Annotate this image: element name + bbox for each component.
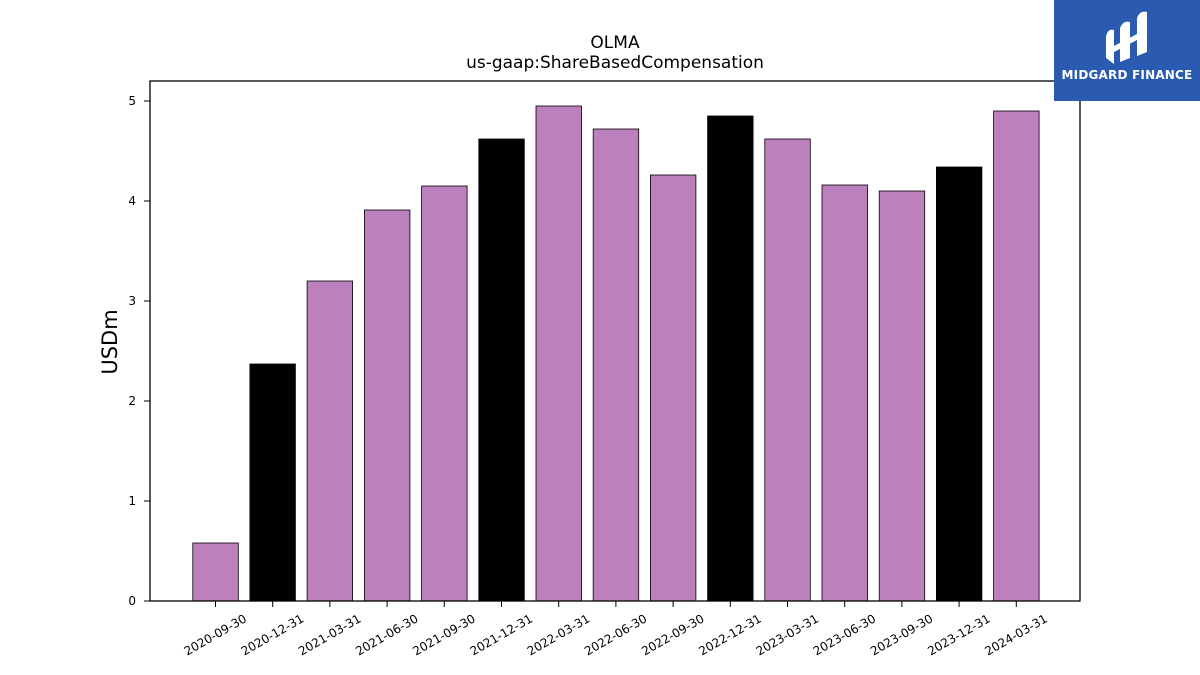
brand-logo: MIDGARD FINANCE bbox=[1054, 0, 1200, 101]
y-ticks-group: 0 1 2 3 4 5 bbox=[128, 94, 150, 608]
bar-2023-12-31 bbox=[936, 166, 983, 602]
bar-2022-12-31 bbox=[707, 115, 754, 602]
y-tick-label: 3 bbox=[128, 294, 136, 308]
y-tick-label: 0 bbox=[128, 594, 136, 608]
chart-title: OLMA bbox=[590, 33, 640, 53]
bar-2021-03-31 bbox=[306, 280, 354, 602]
x-tick-label: 2023-09-30 bbox=[868, 611, 935, 658]
bar-2022-03-31 bbox=[535, 105, 582, 602]
bar-2022-06-30 bbox=[592, 128, 640, 602]
x-tick-label: 2024-03-31 bbox=[982, 611, 1049, 658]
x-tick-label: 2021-06-30 bbox=[353, 611, 420, 658]
bar-2020-12-31 bbox=[249, 363, 296, 602]
y-axis-label: USDm bbox=[98, 309, 122, 374]
x-tick-label: 2022-09-30 bbox=[639, 611, 706, 658]
x-tick-label: 2020-12-31 bbox=[239, 611, 306, 658]
logo-text: MIDGARD FINANCE bbox=[1061, 68, 1193, 82]
plot-frame bbox=[149, 80, 1081, 602]
x-tick-label: 2020-09-30 bbox=[182, 611, 249, 658]
x-tick-label: 2023-03-31 bbox=[754, 611, 821, 658]
x-tick-label: 2023-12-31 bbox=[925, 611, 992, 658]
x-tick-label: 2021-09-30 bbox=[410, 611, 477, 658]
bar-2021-09-30 bbox=[421, 185, 468, 602]
bar-2022-09-30 bbox=[650, 174, 697, 602]
y-tick-label: 5 bbox=[128, 94, 136, 108]
bar-2024-03-31 bbox=[993, 110, 1040, 602]
x-tick-label: 2023-06-30 bbox=[811, 611, 878, 658]
x-tick-label: 2021-12-31 bbox=[468, 611, 535, 658]
x-tick-label: 2022-12-31 bbox=[696, 611, 763, 658]
bar-2023-03-31 bbox=[764, 138, 811, 602]
chart-subtitle: us-gaap:ShareBasedCompensation bbox=[466, 53, 764, 73]
midgard-logo-icon bbox=[1106, 11, 1147, 65]
y-tick-label: 4 bbox=[128, 194, 136, 208]
x-ticks-group: 2020-09-302020-12-312021-03-312021-06-30… bbox=[182, 601, 1050, 658]
bar-2023-09-30 bbox=[878, 190, 926, 602]
x-tick-label: 2022-03-31 bbox=[525, 611, 592, 658]
bar-2021-06-30 bbox=[363, 209, 411, 602]
bars-group bbox=[192, 105, 1040, 602]
x-tick-label: 2021-03-31 bbox=[296, 611, 363, 658]
y-tick-label: 2 bbox=[128, 394, 136, 408]
bar-2021-12-31 bbox=[478, 138, 525, 602]
y-tick-label: 1 bbox=[128, 494, 136, 508]
bar-2023-06-30 bbox=[821, 184, 868, 602]
bar-2020-09-30 bbox=[192, 542, 239, 602]
x-tick-label: 2022-06-30 bbox=[582, 611, 649, 658]
